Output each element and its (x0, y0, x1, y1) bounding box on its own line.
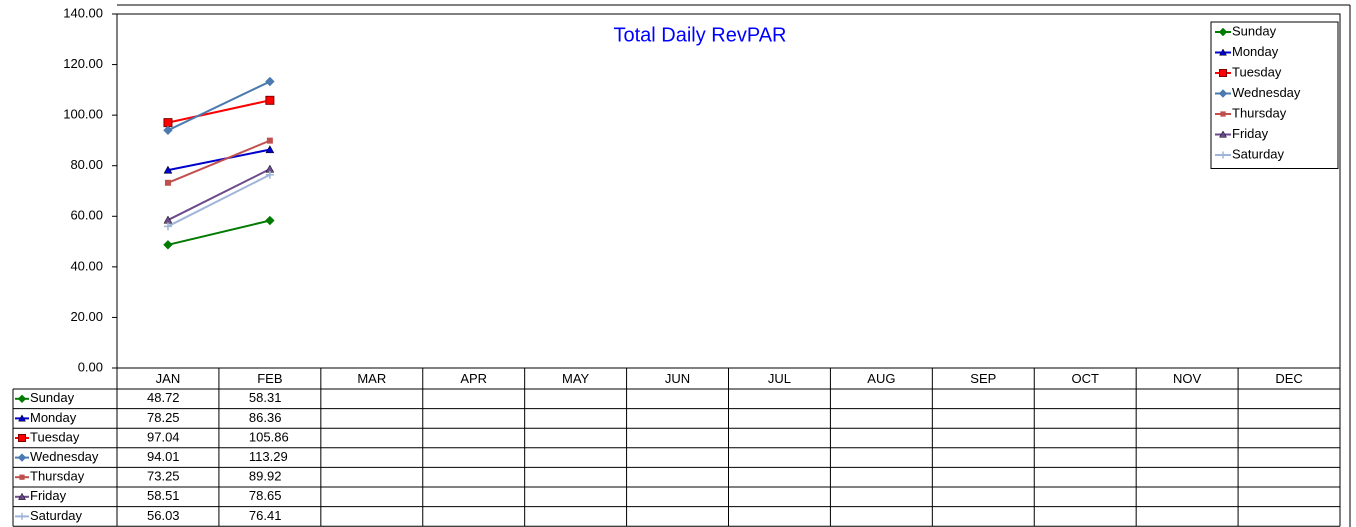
y-tick-label: 120.00 (63, 56, 103, 71)
table-row-label: Saturday (30, 508, 83, 523)
marker (18, 492, 26, 500)
y-tick-label: 100.00 (63, 107, 103, 122)
series-line (167, 148, 271, 172)
series-line (167, 173, 271, 228)
marker (163, 222, 172, 231)
marker (18, 414, 26, 422)
table-cell: 48.72 (147, 390, 180, 405)
table-cell: 78.25 (147, 410, 180, 425)
table-cell: 86.36 (249, 410, 282, 425)
y-tick-label: 140.00 (63, 5, 103, 20)
x-tick-label: SEP (970, 371, 996, 386)
x-tick-label: JUL (768, 371, 791, 386)
table-row-label: Wednesday (30, 449, 99, 464)
x-tick-label: OCT (1071, 371, 1099, 386)
plot-area (116, 13, 1341, 369)
table-cell: 94.01 (147, 449, 180, 464)
marker (265, 145, 275, 154)
marker (17, 453, 27, 462)
x-tick-label: JUN (665, 371, 690, 386)
table-cell: 105.86 (249, 429, 289, 444)
x-tick-label: JAN (156, 371, 181, 386)
y-tick-label: 0.00 (78, 359, 103, 374)
series-line (167, 99, 271, 124)
legend-label: Saturday (1232, 146, 1285, 161)
legend-box (1210, 21, 1339, 169)
marker (1219, 151, 1227, 159)
legend-label: Sunday (1232, 23, 1277, 38)
table-cell: 78.65 (249, 488, 282, 503)
y-tick-label: 40.00 (70, 258, 103, 273)
table-row-label: Friday (30, 488, 67, 503)
x-tick-label: DEC (1275, 371, 1302, 386)
marker (163, 125, 173, 135)
x-tick-label: AUG (867, 371, 895, 386)
table-cell: 76.41 (249, 508, 282, 523)
series-line (167, 80, 271, 132)
table-cell: 113.29 (249, 449, 288, 464)
x-tick-label: FEB (257, 371, 282, 386)
marker (265, 170, 274, 179)
series-line (167, 139, 271, 184)
marker (1219, 69, 1227, 77)
table-cell: 73.25 (147, 469, 180, 484)
table-row-label: Thursday (30, 469, 85, 484)
x-tick-label: MAR (357, 371, 386, 386)
legend-label: Tuesday (1232, 64, 1282, 79)
marker (17, 394, 27, 404)
table-cell: 56.03 (147, 508, 180, 523)
marker (265, 95, 275, 105)
y-tick-label: 20.00 (70, 309, 103, 324)
table-cell: 97.04 (147, 429, 180, 444)
series-line (167, 168, 271, 221)
x-tick-label: APR (460, 371, 487, 386)
marker (163, 165, 173, 174)
legend-label: Friday (1232, 126, 1269, 141)
legend-label: Monday (1232, 44, 1279, 59)
table-row-label: Monday (30, 410, 77, 425)
marker (18, 434, 26, 442)
marker (18, 512, 26, 520)
marker (1219, 48, 1227, 56)
chart-title: Total Daily RevPAR (613, 24, 786, 46)
legend-label: Wednesday (1232, 85, 1301, 100)
marker (1218, 27, 1228, 37)
table-row-label: Tuesday (30, 429, 80, 444)
legend-label: Thursday (1232, 105, 1287, 120)
table-cell: 58.31 (249, 390, 282, 405)
marker (265, 215, 275, 226)
marker (266, 137, 273, 144)
marker (163, 118, 173, 128)
series-line (167, 219, 271, 246)
marker (163, 240, 173, 250)
x-tick-label: NOV (1173, 371, 1202, 386)
marker (265, 76, 275, 87)
marker (164, 179, 171, 186)
x-tick-label: MAY (562, 371, 590, 386)
marker (19, 474, 25, 480)
y-tick-label: 80.00 (70, 157, 103, 172)
table-cell: 58.51 (147, 488, 180, 503)
table-row-label: Sunday (30, 390, 75, 405)
y-tick-label: 60.00 (70, 208, 103, 223)
marker (1219, 130, 1227, 138)
table-cell: 89.92 (249, 469, 282, 484)
marker (1220, 111, 1226, 117)
marker (1218, 89, 1228, 98)
